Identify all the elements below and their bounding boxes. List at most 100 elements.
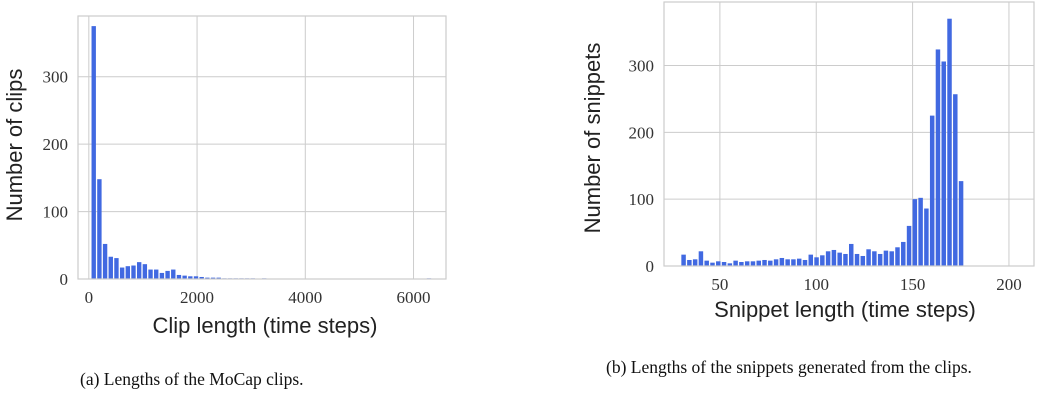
- histogram-bar: [883, 250, 889, 266]
- histogram-bar: [154, 269, 159, 279]
- histogram-bar: [727, 263, 733, 266]
- histogram-bar: [131, 265, 136, 279]
- bars: [91, 26, 432, 279]
- histogram-bar: [704, 260, 709, 266]
- histogram-bar: [193, 276, 199, 279]
- histogram-bar: [687, 259, 692, 266]
- x-tick-label: 6000: [397, 288, 431, 307]
- x-tick-label: 0: [85, 288, 94, 307]
- histogram-bar: [929, 115, 935, 266]
- histogram-bar: [958, 181, 964, 266]
- histogram-bar: [199, 276, 204, 279]
- histogram-bar: [114, 258, 119, 279]
- histogram-bar: [108, 256, 113, 279]
- histogram-bar: [860, 255, 866, 266]
- axes-border: [663, 1, 1035, 267]
- histogram-bar: [935, 49, 941, 267]
- y-tick-label: 300: [43, 68, 69, 87]
- histogram-bar: [750, 261, 756, 266]
- histogram-bar: [721, 261, 727, 266]
- histogram-bar: [159, 272, 165, 279]
- histogram-bar: [901, 241, 906, 266]
- x-tick-label: 2000: [180, 288, 214, 307]
- x-axis-label: Clip length (time steps): [153, 313, 378, 338]
- histogram-bar: [895, 247, 900, 266]
- histogram-bar: [171, 269, 176, 279]
- histogram-bar: [692, 259, 698, 266]
- tick-labels: 0 2000 4000 6000 0 100 200 300: [43, 68, 431, 307]
- histogram-bar: [136, 262, 142, 279]
- clip-length-histogram: 0 2000 4000 6000 0 100 200 300 Clip length (tim…: [2, 15, 447, 338]
- y-tick-label: 100: [629, 190, 655, 209]
- histogram-bar: [877, 253, 883, 266]
- histogram-bar: [165, 270, 170, 279]
- histogram-bar: [843, 253, 848, 266]
- histogram-bar: [716, 261, 721, 266]
- histogram-bar: [785, 259, 790, 266]
- histogram-bar: [97, 179, 102, 279]
- y-tick-label: 200: [629, 123, 655, 142]
- grid: [78, 16, 446, 280]
- x-tick-label: 150: [900, 275, 926, 294]
- histogram-bar: [889, 251, 894, 266]
- histogram-bar: [739, 261, 744, 266]
- histogram-bar: [756, 260, 761, 266]
- histogram-bar: [906, 225, 912, 266]
- y-tick-label: 0: [646, 257, 655, 276]
- y-tick-label: 200: [43, 135, 69, 154]
- y-tick-label: 300: [629, 56, 655, 75]
- histogram-bar: [849, 243, 854, 266]
- histogram-bar: [796, 258, 802, 266]
- histogram-bar: [808, 254, 814, 266]
- y-axis-label: Number of snippets: [580, 43, 605, 234]
- histogram-bar: [820, 255, 825, 266]
- histogram-bar: [102, 243, 108, 279]
- axes-border: [77, 15, 447, 280]
- histogram-bar: [119, 267, 125, 279]
- y-axis-label: Number of clips: [2, 69, 27, 222]
- x-axis-label: Snippet length (time steps): [714, 297, 976, 322]
- histogram-bar: [125, 266, 131, 279]
- histogram-bar: [142, 264, 148, 279]
- bars: [681, 18, 964, 267]
- histogram-bar: [802, 259, 808, 266]
- caption-b: (b) Lengths of the snippets generated fr…: [606, 357, 972, 377]
- snippet-length-histogram: 50 100 150 200 0 100 200 300 Snippet length (ti…: [580, 1, 1035, 322]
- plot-frame: [663, 1, 1035, 267]
- x-tick-label: 100: [803, 275, 829, 294]
- histogram-bar: [831, 249, 837, 266]
- histogram-bar: [918, 197, 923, 266]
- histogram-bar: [837, 252, 842, 266]
- histogram-bar: [773, 259, 779, 266]
- histogram-bar: [733, 260, 738, 266]
- histogram-bar: [148, 269, 153, 279]
- histogram-bar: [866, 249, 871, 266]
- histogram-bar: [681, 254, 686, 266]
- histogram-bar: [744, 261, 750, 266]
- histogram-bar: [854, 253, 860, 266]
- y-tick-label: 100: [43, 203, 69, 222]
- histogram-bar: [814, 257, 819, 266]
- histogram-bar: [779, 257, 785, 266]
- caption-a: (a) Lengths of the MoCap clips.: [80, 369, 304, 389]
- histogram-bar: [188, 276, 193, 279]
- histogram-bar: [698, 251, 704, 266]
- histogram-bar: [924, 208, 929, 266]
- x-tick-label: 50: [711, 275, 728, 294]
- y-tick-label: 0: [60, 270, 69, 289]
- histogram-bar: [912, 199, 918, 266]
- histogram-bar: [947, 18, 952, 266]
- plot-frame: [77, 15, 447, 280]
- histogram-bar: [91, 26, 96, 279]
- histogram-bar: [176, 274, 182, 279]
- tick-labels: 50 100 150 200 0 100 200 300: [629, 56, 1022, 294]
- histogram-bar: [953, 94, 958, 266]
- histogram-bar: [216, 277, 221, 279]
- histogram-bar: [825, 251, 831, 266]
- histogram-bar: [205, 277, 210, 279]
- histogram-bar: [182, 275, 187, 279]
- histogram-bar: [210, 277, 216, 279]
- histogram-bar: [872, 251, 877, 266]
- grid: [664, 2, 1034, 267]
- x-tick-label: 200: [996, 275, 1022, 294]
